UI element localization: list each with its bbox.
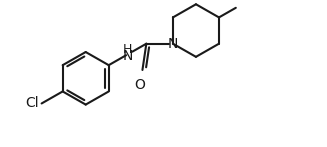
Text: N: N bbox=[168, 37, 178, 51]
Text: Cl: Cl bbox=[26, 96, 39, 110]
Text: O: O bbox=[134, 78, 145, 92]
Text: H: H bbox=[123, 43, 132, 56]
Text: N: N bbox=[123, 49, 133, 63]
